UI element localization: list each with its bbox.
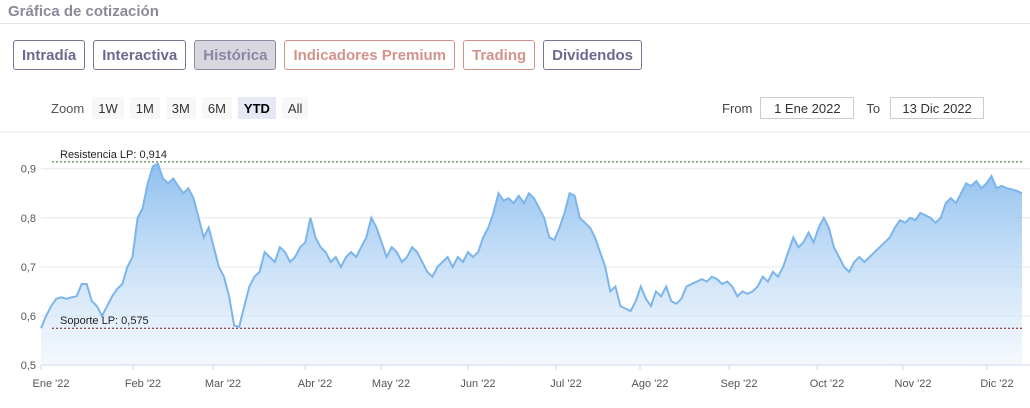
- section-title: Gráfica de cotización: [8, 3, 159, 20]
- x-tick-label: Feb '22: [125, 378, 161, 390]
- x-tick-label: Ago '22: [632, 378, 669, 390]
- x-tick-label: Ene '22: [33, 378, 70, 390]
- zoom-selector: Zoom 1W 1M 3M 6M YTD All: [51, 97, 309, 119]
- support-label: Soporte LP: 0,575: [60, 315, 149, 327]
- price-area: [41, 163, 1022, 365]
- zoom-1m-button[interactable]: 1M: [129, 97, 160, 119]
- tab-historica[interactable]: Histórica: [194, 40, 277, 70]
- x-tick-label: Abr '22: [298, 378, 333, 390]
- y-tick-label: 0,9: [21, 164, 36, 176]
- zoom-all-button[interactable]: All: [281, 97, 309, 119]
- x-tick-label: Dic '22: [980, 378, 1013, 390]
- chart-tabs: Intradía Interactiva Histórica Indicador…: [13, 40, 643, 70]
- zoom-1w-button[interactable]: 1W: [92, 97, 124, 119]
- tab-indicadores-premium[interactable]: Indicadores Premium: [284, 40, 455, 70]
- tab-dividendos[interactable]: Dividendos: [543, 40, 643, 70]
- from-label: From: [722, 100, 753, 116]
- x-tick-label: Mar '22: [205, 378, 241, 390]
- tab-intradia[interactable]: Intradía: [13, 40, 86, 70]
- x-tick-label: Jul '22: [550, 378, 581, 390]
- y-tick-label: 0,5: [21, 360, 36, 372]
- y-tick-label: 0,7: [21, 262, 36, 274]
- price-chart[interactable]: 0,5 0,6 0,7 0,8 0,9 Resistencia LP: 0,914 Sop…: [0, 128, 1030, 408]
- from-date-input[interactable]: [760, 97, 855, 119]
- to-date-input[interactable]: [890, 97, 985, 119]
- tab-trading[interactable]: Trading: [463, 40, 536, 70]
- y-tick-label: 0,6: [21, 311, 36, 323]
- zoom-label: Zoom: [51, 100, 85, 116]
- x-tick-label: Sep '22: [721, 378, 758, 390]
- tab-interactiva[interactable]: Interactiva: [93, 40, 187, 70]
- zoom-3m-button[interactable]: 3M: [165, 97, 196, 119]
- x-tick-label: Nov '22: [895, 378, 932, 390]
- title-divider: [0, 23, 1030, 24]
- x-tick-label: May '22: [372, 378, 410, 390]
- x-tick-label: Oct '22: [810, 378, 845, 390]
- y-tick-label: 0,8: [21, 213, 36, 225]
- to-label: To: [866, 100, 881, 116]
- price-line: [40, 162, 1023, 329]
- date-range-selector: From To: [722, 97, 985, 119]
- zoom-ytd-button[interactable]: YTD: [237, 97, 276, 119]
- x-tick-label: Jun '22: [460, 378, 495, 390]
- resistance-label: Resistencia LP: 0,914: [60, 149, 167, 161]
- zoom-6m-button[interactable]: 6M: [201, 97, 232, 119]
